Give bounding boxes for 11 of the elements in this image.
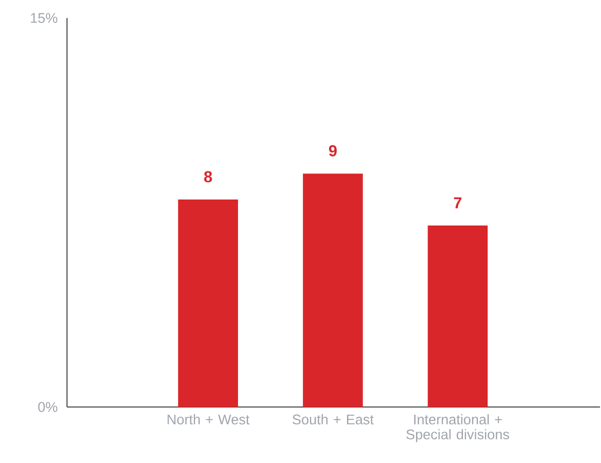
- bar: [428, 225, 488, 407]
- data-label: 9: [328, 145, 337, 156]
- data-label: 7: [454, 197, 462, 208]
- x-tick-label: North + West: [168, 414, 250, 424]
- bar: [178, 200, 238, 407]
- x-tick-label: South + East: [292, 414, 374, 424]
- data-label: 8: [204, 171, 212, 182]
- bar: [302, 174, 363, 407]
- y-tick-label: 0%: [38, 402, 58, 412]
- x-tick-label: International + Special divisions: [406, 414, 510, 442]
- y-tick-label: 15%: [30, 13, 58, 23]
